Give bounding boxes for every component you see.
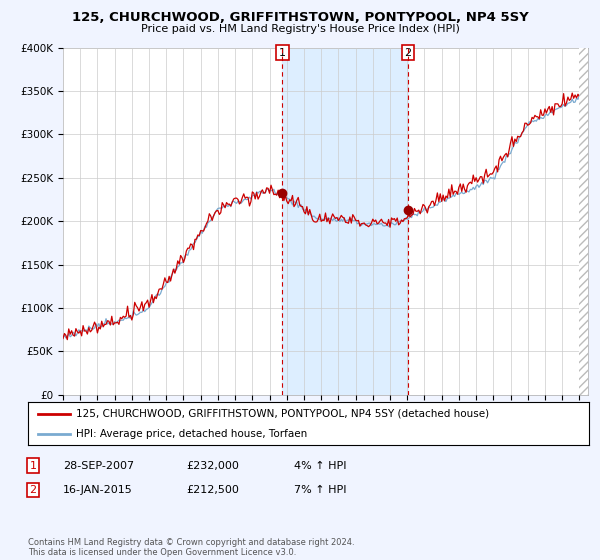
Text: Contains HM Land Registry data © Crown copyright and database right 2024.
This d: Contains HM Land Registry data © Crown c… <box>28 538 355 557</box>
Bar <box>580 48 588 395</box>
Text: £232,000: £232,000 <box>186 461 239 471</box>
Text: 1: 1 <box>279 48 286 58</box>
Text: 28-SEP-2007: 28-SEP-2007 <box>63 461 134 471</box>
Text: Price paid vs. HM Land Registry's House Price Index (HPI): Price paid vs. HM Land Registry's House … <box>140 24 460 34</box>
Text: 125, CHURCHWOOD, GRIFFITHSTOWN, PONTYPOOL, NP4 5SY (detached house): 125, CHURCHWOOD, GRIFFITHSTOWN, PONTYPOO… <box>76 409 489 419</box>
Text: 4% ↑ HPI: 4% ↑ HPI <box>294 461 347 471</box>
Text: 16-JAN-2015: 16-JAN-2015 <box>63 485 133 495</box>
Text: 7% ↑ HPI: 7% ↑ HPI <box>294 485 347 495</box>
Bar <box>283 48 408 395</box>
Text: £212,500: £212,500 <box>186 485 239 495</box>
Text: 2: 2 <box>29 485 37 495</box>
Text: 125, CHURCHWOOD, GRIFFITHSTOWN, PONTYPOOL, NP4 5SY: 125, CHURCHWOOD, GRIFFITHSTOWN, PONTYPOO… <box>71 11 529 24</box>
Text: 2: 2 <box>404 48 412 58</box>
Text: 1: 1 <box>29 461 37 471</box>
Text: HPI: Average price, detached house, Torfaen: HPI: Average price, detached house, Torf… <box>76 430 307 439</box>
